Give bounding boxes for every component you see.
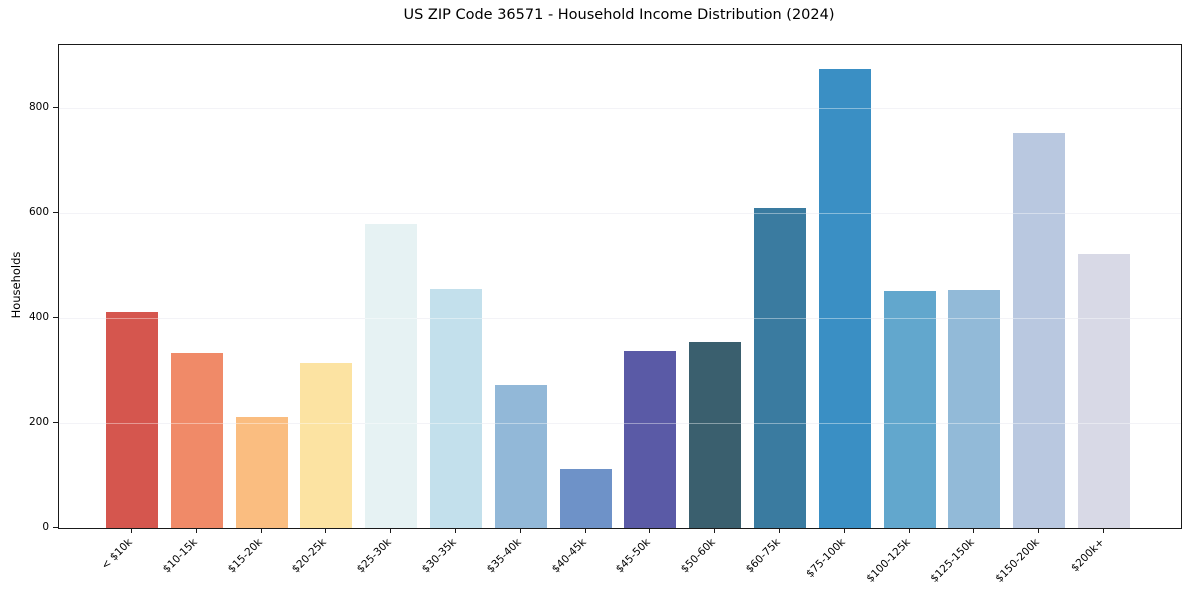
gridline-overlay <box>59 422 1181 424</box>
y-tick-label: 0 <box>42 521 49 533</box>
bar <box>235 417 288 528</box>
bar <box>689 341 742 528</box>
chart-title: US ZIP Code 36571 - Household Income Dis… <box>403 7 835 23</box>
gridline <box>59 212 1181 214</box>
bar <box>1013 132 1066 528</box>
y-tick-label: 400 <box>28 311 49 323</box>
bar <box>624 350 677 528</box>
x-tick-mark <box>260 528 262 533</box>
bar <box>818 68 871 528</box>
x-tick-mark <box>131 528 132 533</box>
bar <box>494 385 547 528</box>
bar <box>559 468 612 528</box>
x-tick-mark <box>584 528 586 533</box>
x-tick-mark <box>843 528 845 533</box>
bar <box>430 288 482 528</box>
x-tick-mark <box>973 528 975 533</box>
bar <box>300 362 353 528</box>
gridline <box>59 107 1181 109</box>
x-tick-mark <box>649 528 651 533</box>
bar <box>754 207 806 528</box>
bar <box>1078 253 1130 528</box>
y-tick-mark <box>53 527 58 528</box>
bar <box>883 290 936 528</box>
gridline-overlay <box>59 317 1181 319</box>
x-tick-mark <box>519 528 521 533</box>
x-tick-mark <box>779 528 780 533</box>
y-tick-mark <box>53 212 58 213</box>
y-tick-mark <box>53 107 58 108</box>
bar <box>365 223 418 528</box>
y-tick-mark <box>53 317 58 318</box>
bar <box>106 311 158 528</box>
gridline <box>59 422 1181 424</box>
y-tick-label: 200 <box>28 416 49 428</box>
x-tick-mark <box>1038 528 1040 533</box>
y-axis-label: Households <box>9 251 23 319</box>
x-tick-mark <box>390 528 392 533</box>
bar <box>170 352 223 528</box>
gridline <box>59 317 1181 319</box>
gridline-overlay <box>59 107 1181 109</box>
gridline-overlay <box>59 212 1181 214</box>
bar <box>948 289 1001 528</box>
plot-area <box>58 44 1182 529</box>
y-tick-mark <box>53 422 58 423</box>
x-tick-mark <box>1103 528 1104 533</box>
y-tick-label: 800 <box>28 101 49 113</box>
y-tick-label: 600 <box>28 206 49 218</box>
x-tick-mark <box>714 528 716 533</box>
x-tick-mark <box>455 528 456 533</box>
x-tick-label: < $10k <box>99 536 135 572</box>
x-tick-mark <box>325 528 327 533</box>
x-tick-mark <box>195 528 197 533</box>
x-tick-mark <box>908 528 910 533</box>
